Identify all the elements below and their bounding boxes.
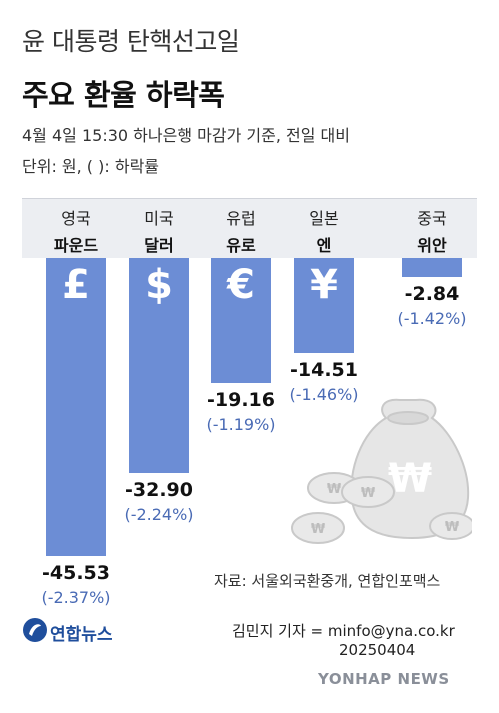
yonhap-logo-text: 연합뉴스 xyxy=(50,625,113,645)
category-currency: 유로 xyxy=(226,236,256,255)
category-country: 일본 xyxy=(309,209,339,228)
watermark: YONHAP NEWS xyxy=(318,670,450,688)
value-label: -19.16 xyxy=(207,389,275,412)
category-country: 유럽 xyxy=(226,209,256,228)
value-label: -14.51 xyxy=(290,359,358,382)
currency-symbol-icon: £ xyxy=(62,262,90,308)
percent-label: (-1.42%) xyxy=(397,308,467,328)
percent-label: (-1.19%) xyxy=(206,415,276,435)
category-currency: 파운드 xyxy=(53,236,99,255)
reporter-credit: 김민지 기자 = minfo@yna.co.kr xyxy=(232,622,455,640)
money-bag-illustration: ₩ ₩ ₩ ₩ ₩ xyxy=(291,398,472,544)
category-currency: 달러 xyxy=(144,236,174,255)
yonhap-logo-icon xyxy=(23,618,47,642)
bar xyxy=(402,258,462,277)
currency-symbol-icon: ¥ xyxy=(310,262,338,308)
chart-title: 주요 환율 하락폭 xyxy=(22,78,225,112)
category-country: 중국 xyxy=(417,209,447,228)
svg-text:₩: ₩ xyxy=(327,482,342,497)
category-currency: 위안 xyxy=(417,236,447,255)
chart-subtitle: 4월 4일 15:30 하나은행 마감가 기준, 전일 대비 xyxy=(22,126,350,145)
bar xyxy=(211,258,271,384)
category-country: 영국 xyxy=(61,209,91,228)
value-label: -45.53 xyxy=(42,562,110,585)
category-currency: 엔 xyxy=(316,236,332,255)
value-label: -32.90 xyxy=(125,479,193,502)
won-sign-icon: ₩ xyxy=(388,456,432,502)
percent-label: (-2.37%) xyxy=(41,588,111,608)
percent-label: (-2.24%) xyxy=(124,505,194,525)
unit-note: 단위: 원, ( ): 하락률 xyxy=(22,157,160,176)
source-note: 자료: 서울외국환중개, 연합인포맥스 xyxy=(214,572,441,590)
svg-text:₩: ₩ xyxy=(445,520,460,535)
category-country: 미국 xyxy=(144,209,174,228)
publish-date: 20250404 xyxy=(339,641,416,659)
svg-text:₩: ₩ xyxy=(311,522,326,537)
currency-symbol-icon: € xyxy=(227,262,255,308)
value-label: -2.84 xyxy=(404,282,460,305)
chart-supertitle: 윤 대통령 탄핵선고일 xyxy=(22,27,240,56)
currency-symbol-icon: $ xyxy=(145,262,173,308)
bar xyxy=(46,258,106,557)
svg-text:₩: ₩ xyxy=(361,486,376,501)
percent-label: (-1.46%) xyxy=(289,385,359,405)
category-header-band xyxy=(22,198,477,258)
bar xyxy=(294,258,354,354)
bar xyxy=(129,258,189,474)
coins-icon xyxy=(291,472,472,544)
